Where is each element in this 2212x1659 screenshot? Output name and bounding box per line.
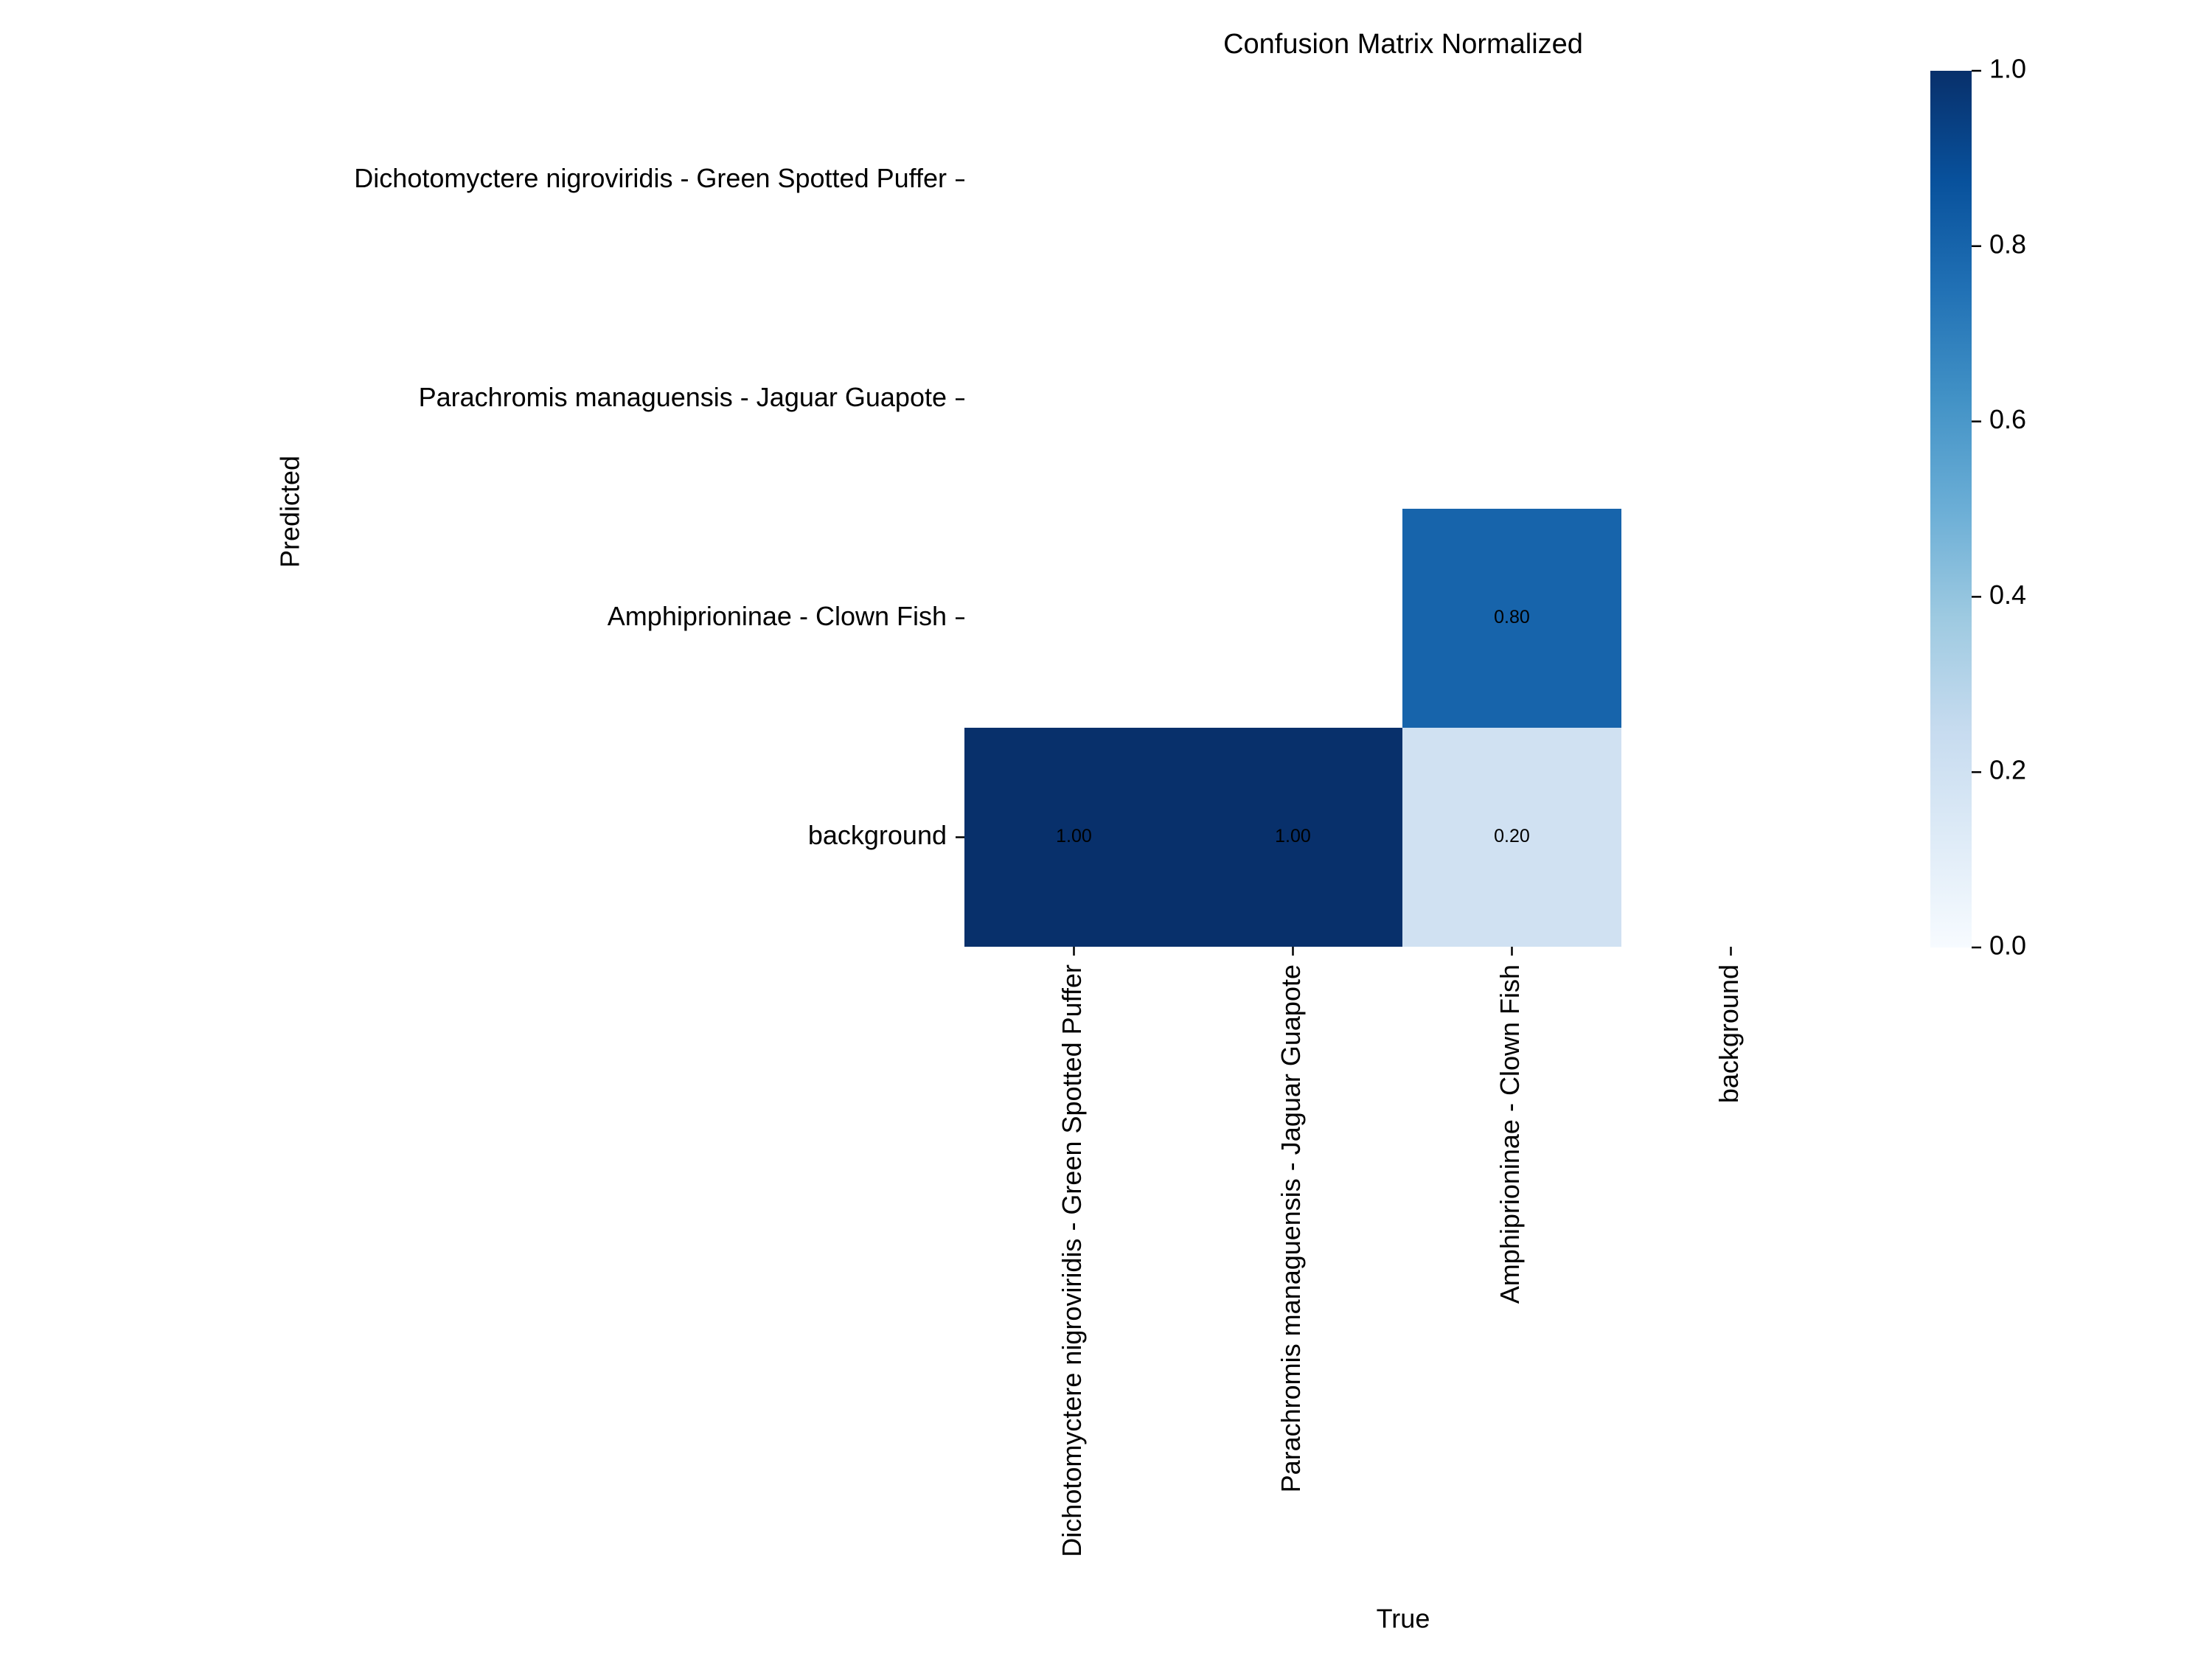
- colorbar-tick-label: 1.0: [1989, 54, 2026, 84]
- y-tick-label: Dichotomyctere nigroviridis - Green Spot…: [354, 163, 947, 193]
- x-tick-label: Dichotomyctere nigroviridis - Green Spot…: [1057, 964, 1087, 1557]
- heatmap-cell: [964, 728, 1183, 947]
- colorbar: 0.0 0.2 0.4 0.6 0.8 1.0: [1930, 54, 2026, 961]
- heatmap-cell: [1402, 728, 1621, 947]
- cell-value-label: 1.00: [1275, 826, 1311, 846]
- colorbar-tick-label: 0.2: [1989, 755, 2026, 785]
- x-axis-ticks: Dichotomyctere nigroviridis - Green Spot…: [1057, 947, 1744, 1557]
- cell-value-label: 0.20: [1494, 826, 1530, 846]
- y-axis-label: Predicted: [275, 456, 305, 568]
- x-tick-label: Amphiprioninae - Clown Fish: [1495, 964, 1525, 1304]
- y-tick-label: Parachromis managuensis - Jaguar Guapote: [419, 382, 947, 412]
- heatmap-cell-labels: 0.80 1.00 1.00 0.20: [1056, 607, 1530, 846]
- heatmap-cell: [1402, 509, 1621, 728]
- cell-value-label: 1.00: [1056, 826, 1092, 846]
- colorbar-tick-label: 0.6: [1989, 404, 2026, 434]
- colorbar-ticks: 0.0 0.2 0.4 0.6 0.8 1.0: [1972, 54, 2026, 961]
- colorbar-tick-label: 0.4: [1989, 580, 2026, 610]
- y-tick-label: background: [808, 820, 947, 850]
- y-tick-label: Amphiprioninae - Clown Fish: [608, 601, 947, 631]
- chart-title: Confusion Matrix Normalized: [1223, 29, 1583, 60]
- colorbar-gradient: [1930, 71, 1972, 947]
- x-tick-label: Parachromis managuensis - Jaguar Guapote: [1276, 964, 1306, 1492]
- heatmap-cells: [964, 509, 1621, 947]
- x-tick-label: background: [1714, 964, 1744, 1103]
- heatmap-cell: [1183, 728, 1402, 947]
- x-axis-label: True: [1377, 1604, 1430, 1634]
- colorbar-tick-label: 0.0: [1989, 931, 2026, 961]
- cell-value-label: 0.80: [1494, 607, 1530, 627]
- y-axis-ticks: Dichotomyctere nigroviridis - Green Spot…: [354, 163, 964, 850]
- colorbar-tick-label: 0.8: [1989, 229, 2026, 259]
